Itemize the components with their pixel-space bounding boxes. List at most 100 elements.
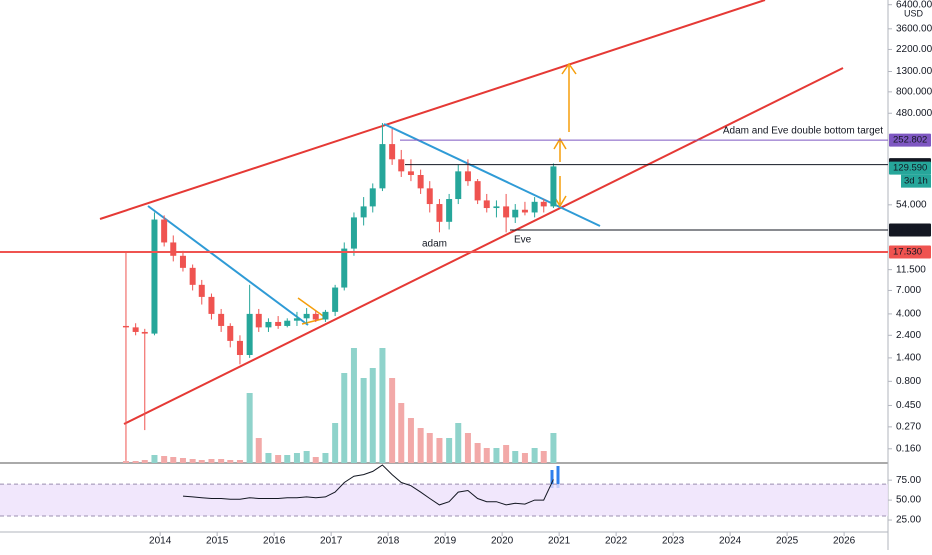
candle-body	[540, 201, 547, 207]
upper-channel-line	[99, 0, 766, 220]
y-tick-label: 11.500	[896, 264, 926, 275]
downtrend-line	[383, 123, 601, 227]
candle-body	[284, 320, 291, 326]
drawings	[99, 0, 844, 488]
candle-body	[141, 331, 148, 334]
volume-bar	[218, 459, 225, 463]
candle-body	[208, 296, 215, 314]
volume-bar	[198, 460, 205, 463]
annotation: Eve	[514, 235, 532, 246]
rsi-tick-label: 75.00	[896, 475, 921, 486]
candle-body	[265, 321, 272, 328]
x-tick-label: 2014	[149, 536, 172, 547]
candle-body	[474, 181, 481, 201]
candle-body	[446, 199, 453, 222]
price-badge-label: 129.590	[893, 163, 927, 174]
volume-bar	[179, 458, 186, 463]
candle-body	[369, 188, 376, 207]
y-tick-label: 0.800	[896, 376, 921, 387]
x-tick-label: 2017	[320, 536, 343, 547]
volume-bar	[398, 403, 405, 463]
x-tick-label: 2019	[434, 536, 457, 547]
x-tick-label: 2020	[491, 536, 514, 547]
candle-body	[122, 325, 129, 328]
candle-body	[455, 171, 462, 200]
volume-bar	[265, 453, 272, 463]
volume-bar	[151, 455, 158, 463]
arrow-head	[561, 62, 577, 75]
price-badge	[889, 245, 931, 259]
candle-body	[531, 201, 538, 213]
volume-bar	[341, 373, 348, 463]
candle-body	[322, 311, 329, 320]
candle-body	[303, 313, 310, 319]
x-tick-label: 2025	[776, 536, 799, 547]
y-tick-label: 6400.000	[896, 0, 932, 10]
volume-bar	[255, 438, 262, 463]
volume-bar	[360, 378, 367, 463]
x-tick-label: 2021	[548, 536, 571, 547]
volume-bar	[293, 453, 300, 463]
candle-body	[189, 267, 196, 285]
candle-body	[198, 284, 205, 297]
countdown-label: 3d 1h	[904, 176, 928, 187]
candle-body	[151, 219, 158, 334]
volume-bar	[540, 451, 547, 463]
candle-body	[379, 144, 386, 189]
candle-body	[550, 166, 557, 207]
candle-body	[350, 217, 357, 249]
candle-body	[407, 171, 414, 176]
candle-body	[341, 248, 348, 288]
volume-bar	[208, 459, 215, 463]
candle-body	[521, 209, 528, 213]
volume-bar	[312, 457, 319, 463]
candle-body	[389, 144, 396, 160]
volume-bar	[303, 451, 310, 463]
volume-bar	[350, 348, 357, 463]
y-tick-label: 800.000	[896, 86, 932, 97]
y-tick-label: 3600.000	[896, 23, 932, 34]
volume-bar	[236, 460, 243, 463]
volume-bar	[379, 348, 386, 463]
rsi-tick-label: 25.00	[896, 515, 921, 526]
candle-body	[255, 313, 262, 328]
price-badge-label: 29.628	[893, 224, 922, 235]
price-badge	[889, 133, 931, 147]
candle-body	[218, 313, 225, 326]
volume-bar	[550, 433, 557, 463]
candle-body	[493, 206, 500, 209]
y-tick-label: 2.400	[896, 330, 921, 341]
volume-bar	[407, 418, 414, 463]
price-badge-label: 252.802	[893, 135, 927, 146]
volume-bar	[474, 443, 481, 463]
price-badge	[889, 161, 931, 175]
candle-body	[503, 206, 510, 218]
candle-body	[398, 159, 405, 172]
candle-body	[483, 200, 490, 209]
candle-body	[417, 175, 424, 189]
volume-bar	[189, 459, 196, 463]
annotation: Adam and Eve double bottom target	[723, 126, 883, 137]
volume-bar	[436, 438, 443, 463]
volume-bar	[512, 451, 519, 463]
arrow-head	[553, 137, 567, 150]
x-tick-label: 2026	[833, 536, 856, 547]
y-tick-label: 54.000	[896, 199, 927, 210]
candle-body	[312, 313, 319, 320]
countdown-badge	[901, 174, 931, 188]
y-tick-label: 0.270	[896, 422, 921, 433]
x-tick-label: 2022	[605, 536, 628, 547]
candle-body	[179, 255, 186, 268]
rsi-band	[0, 484, 888, 517]
y-tick-label: 0.160	[896, 443, 921, 454]
y-tick-label: 2200.000	[896, 44, 932, 55]
y-tick-label: 1300.000	[896, 66, 932, 77]
lower-channel-line	[123, 67, 844, 425]
y-tick-label: 4.000	[896, 309, 921, 320]
candle-body	[436, 204, 443, 222]
candle-body	[332, 287, 339, 312]
x-tick-label: 2018	[377, 536, 400, 547]
y-tick-label: 480.000	[896, 108, 932, 119]
